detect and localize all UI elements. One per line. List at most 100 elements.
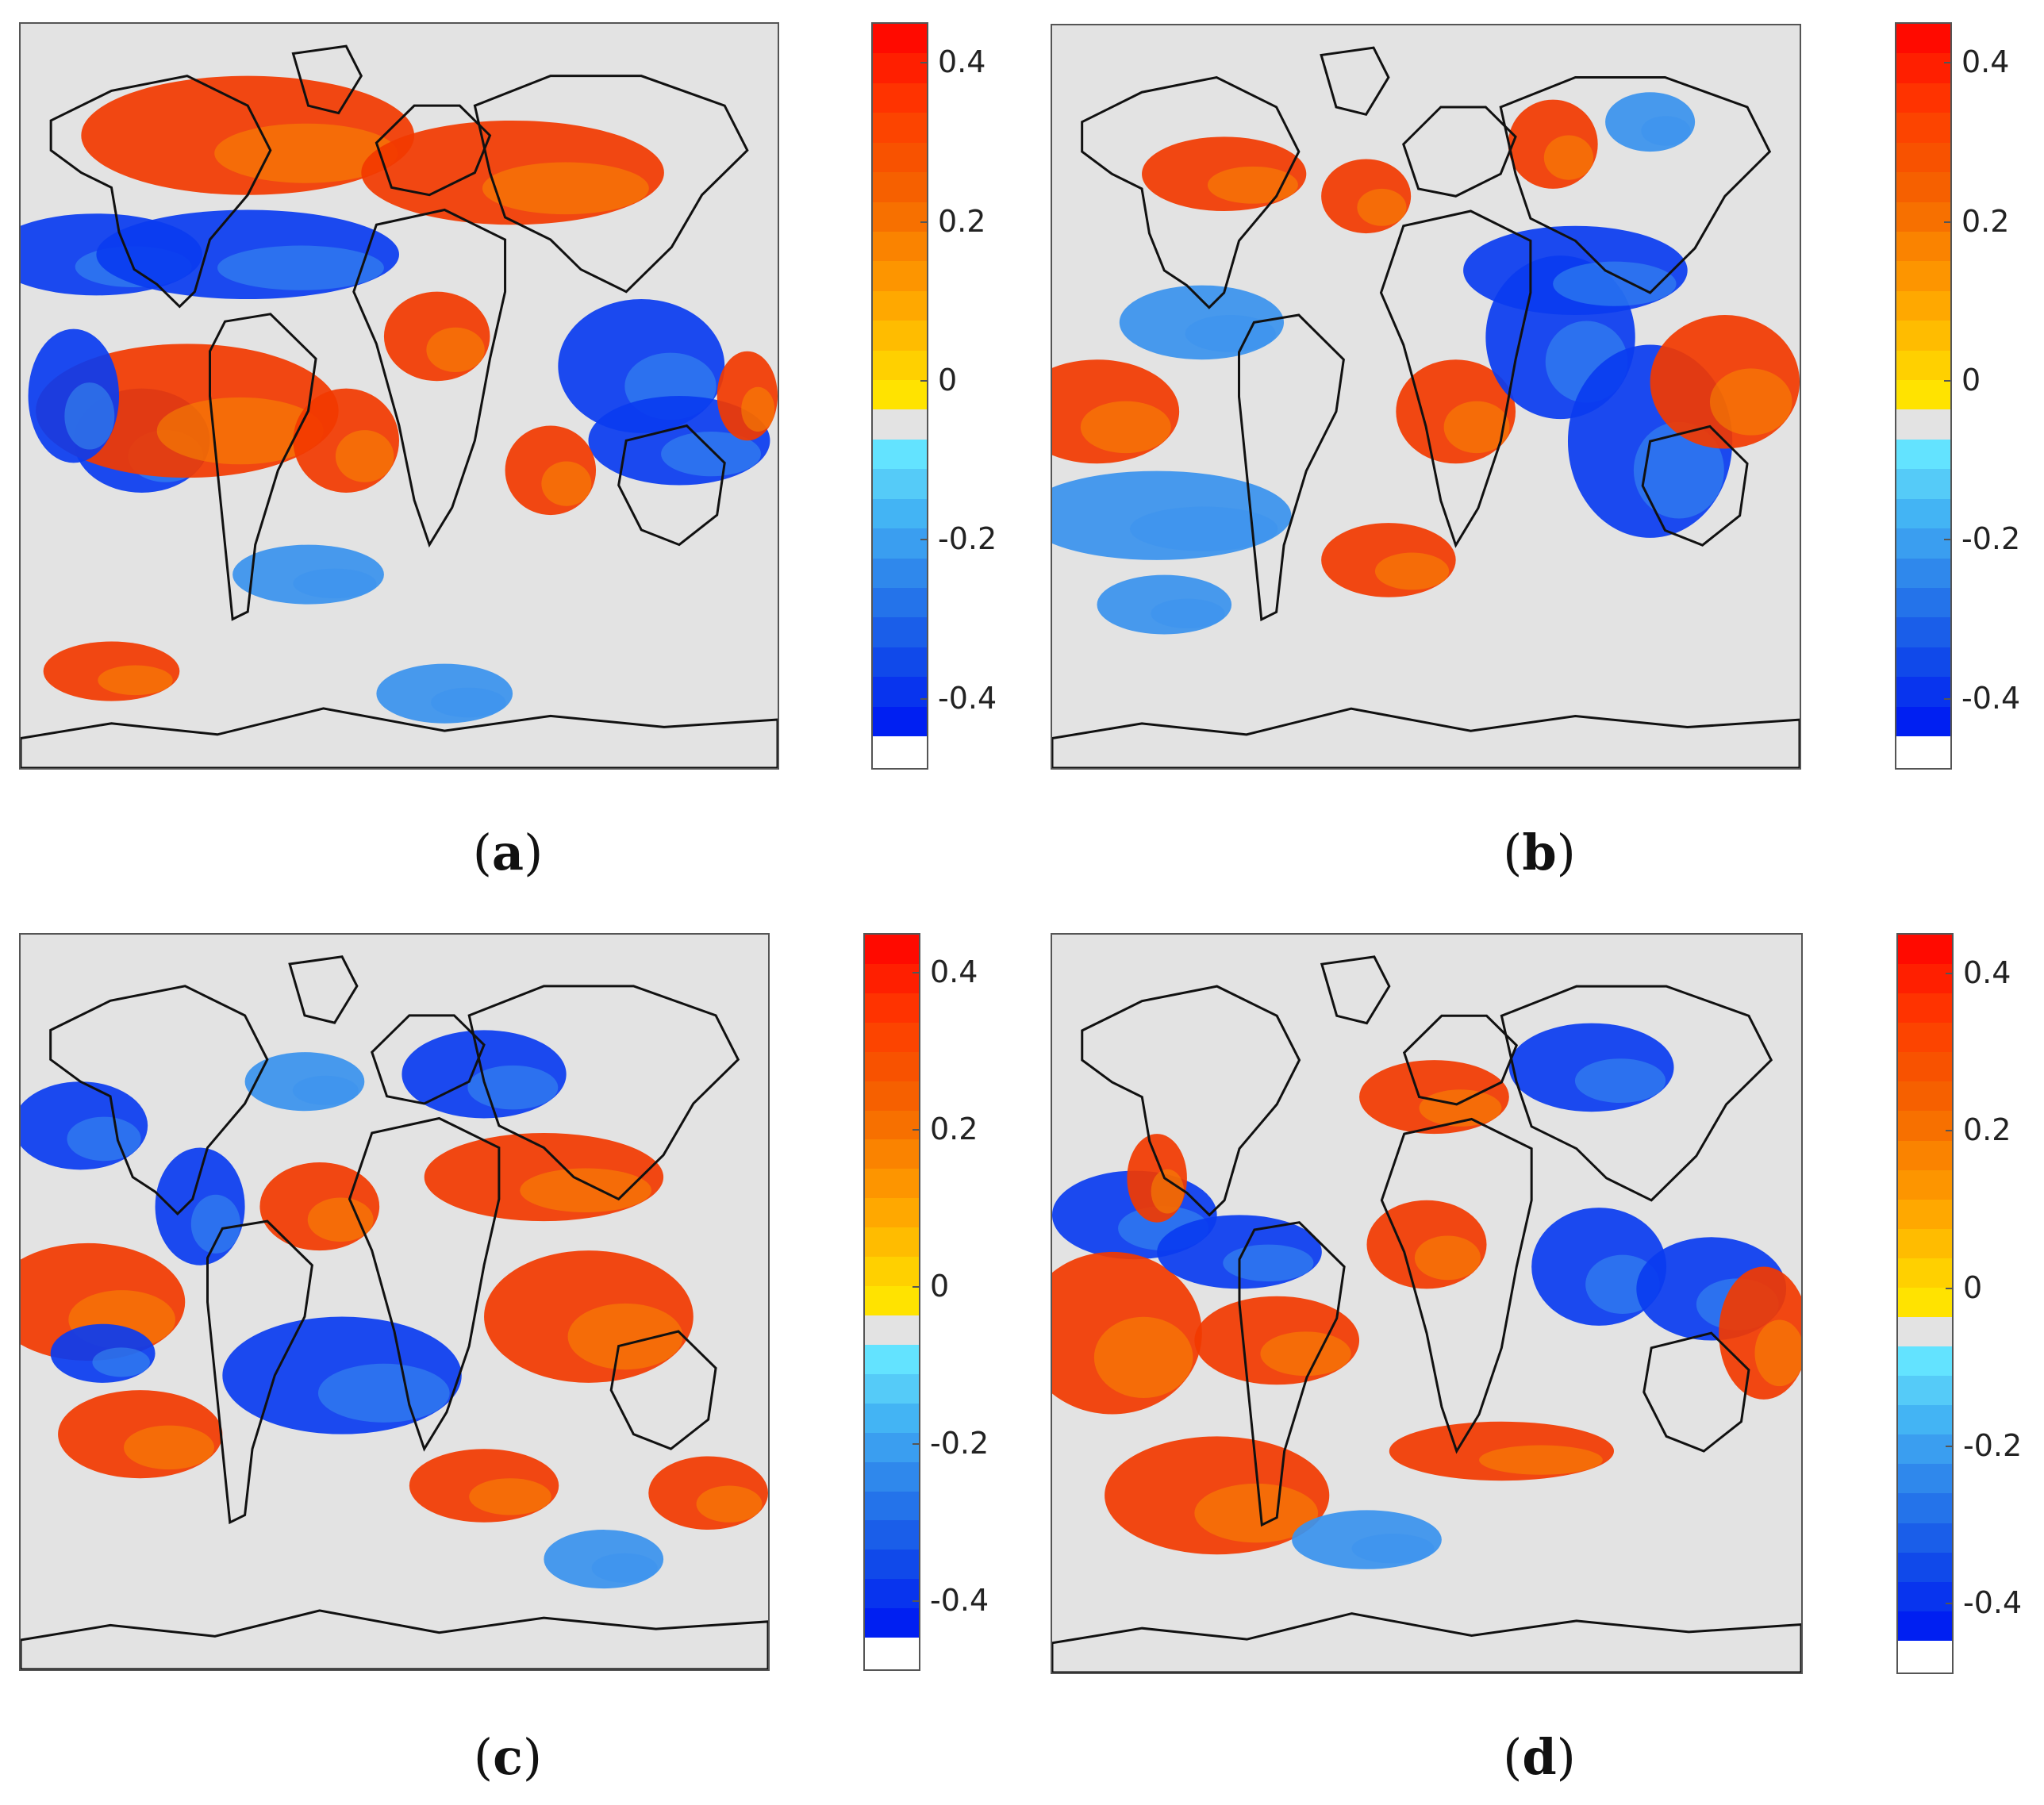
- colorbar-segment: [873, 528, 927, 559]
- colorbar-tick-label: 0.4: [930, 954, 978, 990]
- colorbar-segment: [873, 706, 927, 737]
- colorbar-segment: [873, 321, 927, 351]
- colorbar-segment: [1898, 1169, 1952, 1200]
- anomaly-region: [67, 1116, 141, 1162]
- colorbar-tick-label: 0.2: [1963, 1112, 2011, 1148]
- colorbar-segment: [1896, 380, 1950, 410]
- colorbar-tick-mark: [1944, 221, 1952, 223]
- colorbar-segment: [1898, 1552, 1952, 1582]
- coastline: [1642, 426, 1747, 545]
- colorbar-c: [863, 933, 920, 1671]
- colorbar-segment: [1898, 1052, 1952, 1082]
- colorbar-tick-mark: [1944, 697, 1952, 700]
- colorbar-tick-mark: [920, 380, 928, 382]
- colorbar-tick-mark: [1944, 380, 1952, 382]
- coastline: [1082, 78, 1299, 308]
- colorbar-segment: [865, 1169, 919, 1199]
- colorbar-segment: [865, 1198, 919, 1228]
- anomaly-region: [1093, 1316, 1193, 1399]
- colorbar-segment: [865, 1608, 919, 1638]
- colorbar-segment: [1896, 83, 1950, 113]
- colorbar-segment: [1896, 498, 1950, 529]
- colorbar-tick-mark: [1944, 539, 1952, 541]
- coastline: [469, 986, 738, 1200]
- coastline: [1321, 48, 1389, 114]
- colorbar-segment: [873, 202, 927, 232]
- colorbar-segment: [865, 1344, 919, 1374]
- colorbar-outside-range-segment: [873, 736, 927, 768]
- coastline: [21, 1611, 768, 1669]
- colorbar-segment: [1898, 1199, 1952, 1229]
- colorbar-tick-label: -0.2: [930, 1425, 989, 1461]
- colorbar-tick-label: 0.2: [1961, 203, 2010, 239]
- coastline: [349, 1119, 498, 1450]
- colorbar-segment: [1898, 1493, 1952, 1523]
- colorbar-segment: [873, 558, 927, 589]
- coastline: [372, 1016, 484, 1104]
- colorbar-segment: [1898, 1258, 1952, 1288]
- colorbar-segment: [865, 993, 919, 1023]
- colorbar-tick-label: 0: [1961, 363, 1981, 397]
- anomaly-region: [1553, 261, 1677, 306]
- anomaly-region: [317, 1363, 450, 1423]
- coastline: [1501, 986, 1771, 1200]
- anomaly-region: [520, 1168, 652, 1213]
- coastline: [1052, 709, 1800, 768]
- colorbar-segment: [873, 53, 927, 83]
- colorbar-tick-mark: [912, 1286, 920, 1288]
- anomaly-region: [1151, 1169, 1185, 1214]
- colorbar-tick-label: 0: [1963, 1270, 1983, 1305]
- colorbar-segment: [865, 1550, 919, 1580]
- colorbar-segment: [873, 588, 927, 618]
- colorbar-segment: [873, 24, 927, 54]
- anomaly-region: [1574, 1058, 1666, 1104]
- coastline: [21, 709, 778, 768]
- anomaly-region: [1374, 552, 1450, 590]
- colorbar-tick-label: 0.2: [930, 1112, 978, 1147]
- coastline: [210, 314, 317, 620]
- coastline: [1322, 957, 1389, 1023]
- correlation-map-a: [21, 24, 778, 768]
- colorbar-tick-mark: [920, 62, 928, 64]
- colorbar-segment: [1898, 1346, 1952, 1377]
- colorbar-segment: [1898, 1081, 1952, 1112]
- colorbar-tick-mark: [920, 221, 928, 223]
- colorbar-segment: [1898, 1434, 1952, 1465]
- anomaly-region: [156, 397, 324, 465]
- colorbar-segment: [865, 1286, 919, 1315]
- colorbar-segment: [865, 1373, 919, 1404]
- anomaly-region: [123, 1425, 214, 1470]
- coastline: [474, 76, 747, 292]
- coastline: [1239, 1223, 1344, 1525]
- colorbar-segment: [865, 1491, 919, 1521]
- panel-label-c: (c): [473, 1728, 543, 1786]
- anomaly-region: [591, 1553, 658, 1583]
- colorbar-segment: [873, 380, 927, 410]
- colorbar-segment: [865, 1022, 919, 1052]
- colorbar-segment: [865, 1403, 919, 1433]
- colorbar-tick-mark: [912, 1600, 920, 1602]
- colorbar-segment: [1896, 677, 1950, 707]
- coastline: [293, 46, 361, 113]
- correlation-map-d: [1052, 935, 1801, 1673]
- colorbar-tick-label: -0.2: [938, 521, 997, 557]
- colorbar-tick-label: -0.2: [1961, 521, 2021, 557]
- anomaly-region: [1443, 401, 1510, 454]
- colorbar-segment: [1898, 1611, 1952, 1641]
- colorbar-segment: [1896, 53, 1950, 83]
- anomaly-region: [1543, 135, 1594, 180]
- anomaly-region: [1129, 506, 1278, 551]
- anomaly-region: [1207, 166, 1298, 204]
- coastline: [1082, 986, 1300, 1215]
- anomaly-region: [661, 432, 762, 477]
- anomaly-region: [482, 162, 649, 215]
- anomaly-region: [1641, 116, 1691, 146]
- coastline: [619, 426, 725, 545]
- anomaly-region: [696, 1485, 763, 1523]
- colorbar-segment: [873, 469, 927, 499]
- colorbar-segment: [1896, 588, 1950, 618]
- colorbar-tick-label: -0.4: [938, 680, 997, 716]
- colorbar-tick-label: -0.2: [1963, 1427, 2023, 1463]
- colorbar-segment: [1896, 142, 1950, 173]
- colorbar-segment: [1896, 558, 1950, 589]
